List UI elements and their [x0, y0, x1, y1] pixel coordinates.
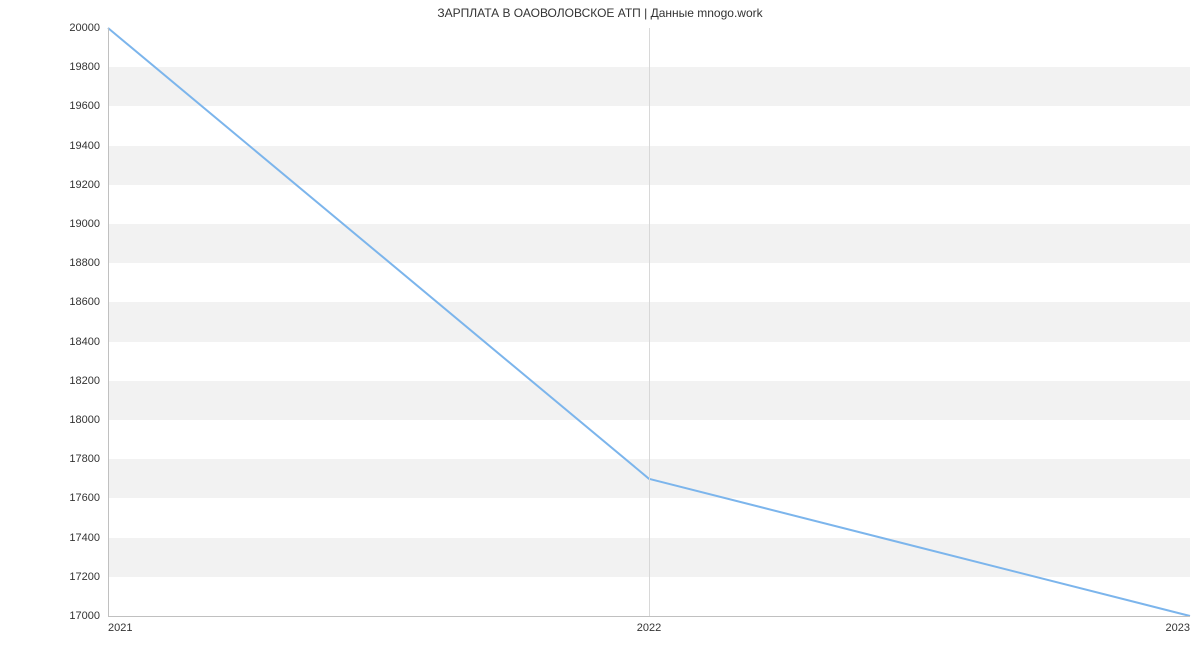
y-tick-label: 18200 [69, 375, 108, 387]
chart-title: ЗАРПЛАТА В ОАОВОЛОВСКОЕ АТП | Данные mno… [0, 6, 1200, 20]
y-axis-line [108, 28, 109, 616]
x-tick-label: 2021 [108, 616, 132, 634]
y-tick-label: 17400 [69, 532, 108, 544]
y-tick-label: 18800 [69, 257, 108, 269]
y-tick-label: 18400 [69, 336, 108, 348]
x-tick-label: 2022 [637, 616, 661, 634]
y-tick-label: 19800 [69, 61, 108, 73]
y-tick-label: 18000 [69, 414, 108, 426]
y-tick-label: 20000 [69, 22, 108, 34]
y-tick-label: 19200 [69, 179, 108, 191]
y-tick-label: 17200 [69, 571, 108, 583]
x-gridline [649, 28, 650, 616]
plot-area: 1700017200174001760017800180001820018400… [108, 28, 1190, 616]
salary-line-chart: ЗАРПЛАТА В ОАОВОЛОВСКОЕ АТП | Данные mno… [0, 0, 1200, 650]
y-tick-label: 17000 [69, 610, 108, 622]
y-tick-label: 17800 [69, 453, 108, 465]
y-tick-label: 18600 [69, 296, 108, 308]
y-tick-label: 19000 [69, 218, 108, 230]
x-tick-label: 2023 [1166, 616, 1190, 634]
y-tick-label: 19400 [69, 140, 108, 152]
y-tick-label: 19600 [69, 100, 108, 112]
y-tick-label: 17600 [69, 492, 108, 504]
